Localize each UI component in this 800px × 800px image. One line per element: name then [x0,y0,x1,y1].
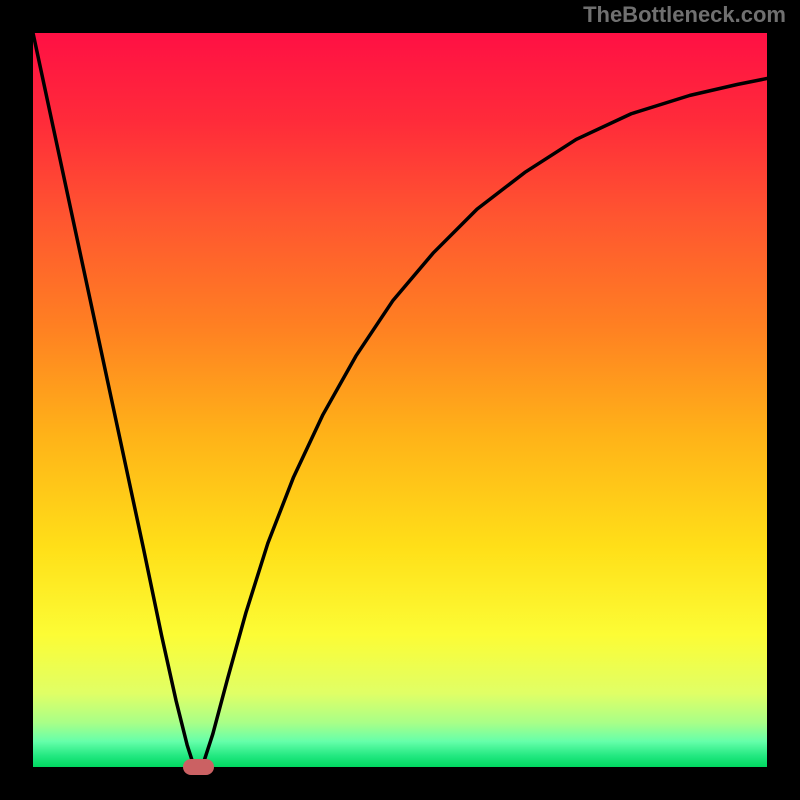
optimal-marker [183,759,214,775]
plot-area [33,33,767,767]
watermark-text: TheBottleneck.com [583,2,786,28]
curve-svg [33,33,767,767]
bottleneck-curve [33,33,767,767]
